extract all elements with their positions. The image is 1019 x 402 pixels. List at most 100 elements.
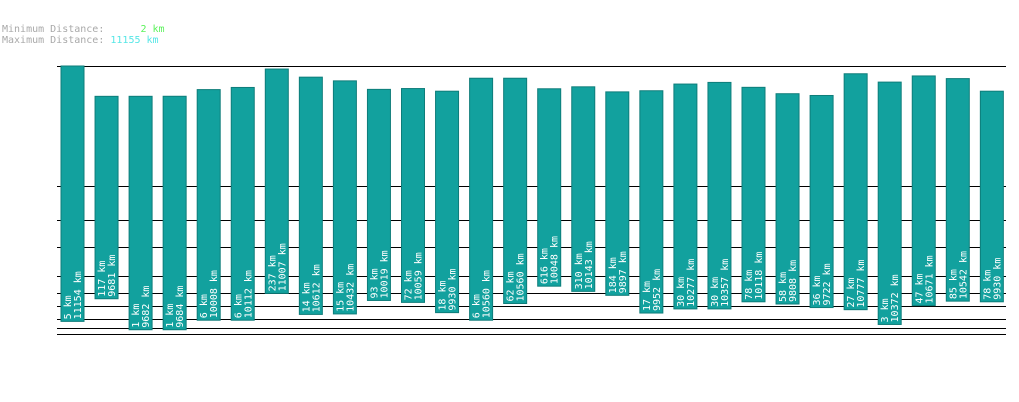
bar xyxy=(707,81,732,310)
bar-label-a: 15 km xyxy=(335,282,346,312)
bar-label-b: 9682 km xyxy=(141,286,152,328)
bars-group: 5 km11154 km 117 km9681 km1 km9682 km 1 km… xyxy=(60,65,1004,331)
bar-label: 85 km10542 km xyxy=(948,251,969,299)
bar-label: 27 km10777 km xyxy=(846,260,867,308)
bar-label: 17 km9952 km xyxy=(642,269,663,311)
bar-label: 310 km10143 km xyxy=(574,241,595,289)
bar-label-a: 30 km xyxy=(710,277,721,307)
bar-label-b: 10357 km xyxy=(720,259,731,307)
bar xyxy=(196,89,221,321)
bar-label-b: 9681 km xyxy=(107,255,118,297)
bar-label-b: 10112 km xyxy=(243,270,254,318)
bar-label-b: 11007 km xyxy=(277,243,288,291)
bar xyxy=(877,81,902,325)
bar-label-b: 10143 km xyxy=(584,241,595,289)
bar-label: 62 km10560 km xyxy=(506,253,527,301)
bar-label-a: 14 km xyxy=(301,282,312,312)
bar-label-b: 10777 km xyxy=(856,260,867,308)
bar-label-a: 78 km xyxy=(744,270,755,300)
bar xyxy=(673,83,698,310)
bar-label: 58 km9808 km xyxy=(778,260,799,302)
bar xyxy=(741,86,766,303)
bar xyxy=(264,68,289,294)
bar-label-b: 9930 km xyxy=(992,258,1003,300)
bar-label-a: 47 km xyxy=(914,273,925,303)
bar-label-b: 10277 km xyxy=(686,259,697,307)
bar-label-a: 30 km xyxy=(676,277,687,307)
bar-label-a: 117 km xyxy=(97,261,108,297)
bar-label-a: 6 km xyxy=(472,294,483,318)
bar xyxy=(843,73,868,311)
bar xyxy=(571,86,596,292)
bar xyxy=(128,95,153,331)
bar-label-a: 85 km xyxy=(948,269,959,299)
bar xyxy=(298,76,323,315)
bar-label-b: 10432 km xyxy=(345,264,356,312)
bar xyxy=(775,93,800,305)
bar-label-a: 93 km xyxy=(369,268,380,298)
bar-label-b: 9684 km xyxy=(175,286,186,328)
bar-label-b: 9897 km xyxy=(618,251,629,293)
bar-label-a: 6 km xyxy=(233,294,244,318)
bar xyxy=(60,65,85,322)
bar-label: 3 km10372 km xyxy=(880,274,901,322)
bar-label-a: 184 km xyxy=(608,257,619,293)
bar-label-b: 10542 km xyxy=(958,251,969,299)
bar xyxy=(401,88,425,303)
bar-label-a: 616 km xyxy=(540,248,551,284)
bar xyxy=(366,88,391,301)
bar xyxy=(435,90,460,314)
bar-label: 117 km9681 km xyxy=(97,255,118,297)
bar-label-a: 17 km xyxy=(642,281,653,311)
bar-label: 14 km10612 km xyxy=(301,264,322,312)
bar-label-b: 10671 km xyxy=(924,255,935,303)
bar-label-a: 310 km xyxy=(574,253,585,289)
bar xyxy=(605,91,630,296)
min-distance-value: 2 km xyxy=(140,24,165,35)
bar-label-a: 237 km xyxy=(267,255,278,291)
bar xyxy=(911,75,936,307)
bar-label: 184 km9897 km xyxy=(608,251,629,293)
bar-label-a: 18 km xyxy=(438,281,449,311)
bar-label-a: 58 km xyxy=(778,272,789,302)
bar xyxy=(162,95,187,331)
bar-label-b: 10118 km xyxy=(754,252,765,300)
bar-label: 6 km10112 km xyxy=(233,270,254,318)
bar-label: 6 km10008 km xyxy=(199,270,220,318)
bar-label-a: 62 km xyxy=(506,271,517,301)
bar xyxy=(469,77,494,321)
bar-label: 1 km9684 km xyxy=(165,286,186,328)
bar-label-a: 36 km xyxy=(812,275,823,305)
min-distance-label: Minimum Distance: xyxy=(2,24,105,35)
bar xyxy=(332,80,357,315)
bar-label-a: 6 km xyxy=(199,294,210,318)
bar-label-b: 10048 km xyxy=(550,236,561,284)
bar-label-b: 10560 km xyxy=(482,270,493,318)
bar-label: 36 km9722 km xyxy=(812,263,833,305)
bar-label: 72 km10059 km xyxy=(404,252,425,300)
bar-label-b: 10372 km xyxy=(890,274,901,322)
bar xyxy=(94,95,119,300)
bar-label-a: 27 km xyxy=(846,278,857,308)
bar-label: 6 km10560 km xyxy=(472,270,493,318)
bar-label-a: 3 km xyxy=(880,298,891,322)
bar xyxy=(639,90,664,314)
bar xyxy=(230,86,255,321)
bar xyxy=(503,77,528,305)
bar-label-b: 11154 km xyxy=(73,271,84,319)
bar-label-a: 5 km xyxy=(63,295,74,319)
bar-label-a: 1 km xyxy=(131,304,142,328)
bar-label: 5 km11154 km xyxy=(63,271,84,319)
bar-label-a: 1 km xyxy=(165,304,176,328)
bar-label-b: 10612 km xyxy=(311,264,322,312)
bar xyxy=(979,90,1004,303)
bar-label-b: 9952 km xyxy=(652,269,663,311)
bar-label-b: 9930 km xyxy=(448,268,459,310)
bar-label: 30 km10357 km xyxy=(710,259,731,307)
bar-label-a: 78 km xyxy=(982,270,993,300)
bar-label: 78 km9930 km xyxy=(982,258,1003,300)
bar xyxy=(945,78,970,302)
bar-label: 1 km9682 km xyxy=(131,286,152,328)
bar-label: 30 km10277 km xyxy=(676,259,697,307)
bar xyxy=(809,94,834,309)
